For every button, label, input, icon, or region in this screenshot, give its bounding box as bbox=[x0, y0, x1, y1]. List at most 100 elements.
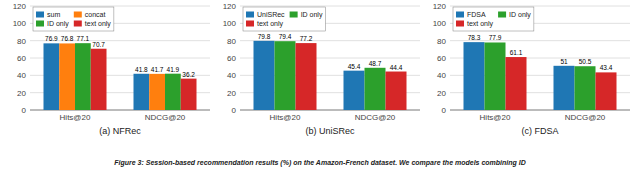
y-tick-label: 80 bbox=[227, 37, 236, 46]
bar bbox=[554, 66, 575, 110]
legend-swatch bbox=[246, 21, 254, 27]
y-tick-label: 40 bbox=[227, 71, 236, 80]
legend-label: FDSA bbox=[467, 11, 486, 18]
legend-swatch bbox=[246, 12, 254, 18]
bar bbox=[44, 43, 60, 110]
legend-item: ID only bbox=[36, 20, 69, 28]
bar bbox=[181, 79, 197, 110]
bars bbox=[254, 41, 407, 110]
data-label: 78.3 bbox=[468, 34, 481, 41]
data-label: 76.8 bbox=[61, 35, 74, 42]
data-label: 45.4 bbox=[348, 63, 361, 70]
subtitle: (a) NFRec bbox=[99, 126, 141, 136]
legend: sum concat ID only text only bbox=[33, 7, 114, 31]
y-tick-label: 80 bbox=[437, 37, 446, 46]
y-tick-label: 20 bbox=[437, 89, 446, 98]
legend-label: ID only bbox=[47, 20, 69, 28]
data-label: 36.2 bbox=[182, 71, 195, 78]
bar bbox=[506, 57, 527, 110]
data-label: 41.8 bbox=[135, 66, 148, 73]
legend-frame bbox=[33, 7, 114, 31]
y-tick-label: 100 bbox=[223, 19, 237, 28]
y-tick-label: 80 bbox=[17, 37, 26, 46]
panel: 02040608010012076.941.876.841.777.141.97… bbox=[13, 2, 210, 136]
y-tick-label: 60 bbox=[227, 54, 236, 63]
bar bbox=[75, 43, 91, 110]
subtitle: (c) FDSA bbox=[522, 126, 559, 136]
legend-label: UniSRec bbox=[257, 11, 285, 18]
bar bbox=[91, 49, 107, 110]
legend-swatch bbox=[36, 21, 44, 27]
legend-frame bbox=[453, 7, 534, 31]
legend-label: text only bbox=[85, 20, 112, 28]
data-label: 76.9 bbox=[45, 35, 58, 42]
legend: UniSRec ID only text only bbox=[243, 7, 325, 31]
data-label: 51 bbox=[560, 58, 568, 65]
figure: 02040608010012076.941.876.841.777.141.97… bbox=[0, 0, 640, 169]
data-label: 79.8 bbox=[258, 33, 271, 40]
data-label: 77.9 bbox=[489, 34, 502, 41]
y-tick-label: 100 bbox=[13, 19, 27, 28]
grid-line bbox=[30, 6, 210, 7]
y-tick-label: 0 bbox=[442, 106, 447, 115]
legend-item: UniSRec bbox=[246, 11, 285, 18]
x-tick-label: NDCG@20 bbox=[145, 113, 186, 122]
legend: FDSA ID only text only bbox=[453, 7, 534, 31]
bar bbox=[596, 72, 617, 110]
data-label: 48.7 bbox=[369, 60, 382, 67]
bar bbox=[365, 68, 386, 110]
legend-label: text only bbox=[467, 20, 494, 28]
legend-item: ID only bbox=[498, 11, 531, 19]
bars bbox=[44, 43, 197, 110]
legend-swatch bbox=[36, 12, 44, 18]
x-tick-label: NDCG@20 bbox=[565, 113, 606, 122]
bar bbox=[165, 74, 181, 110]
legend-item: FDSA bbox=[456, 11, 486, 18]
legend-label: ID only bbox=[301, 11, 323, 19]
bar bbox=[344, 71, 365, 110]
panel: 02040608010012079.845.479.448.777.244.4H… bbox=[223, 2, 420, 136]
x-tick-label: Hits@20 bbox=[270, 113, 301, 122]
legend-swatch bbox=[456, 12, 464, 18]
legend-swatch bbox=[456, 21, 464, 27]
legend-label: sum bbox=[47, 11, 60, 18]
bar bbox=[275, 41, 296, 110]
data-labels: 78.35177.950.561.143.4 bbox=[468, 34, 613, 71]
caption: Figure 3: Session-based recommendation r… bbox=[114, 159, 526, 167]
data-label: 41.7 bbox=[151, 66, 164, 73]
data-label: 41.9 bbox=[167, 66, 180, 73]
legend-swatch bbox=[290, 12, 298, 18]
y-tick-label: 60 bbox=[437, 54, 446, 63]
data-label: 61.1 bbox=[510, 49, 523, 56]
legend-item: text only bbox=[74, 20, 112, 28]
x-tick-label: NDCG@20 bbox=[355, 113, 396, 122]
data-label: 70.7 bbox=[92, 41, 105, 48]
legend-label: concat bbox=[85, 11, 106, 18]
y-tick-label: 100 bbox=[433, 19, 447, 28]
subtitle: (b) UniSRec bbox=[305, 126, 355, 136]
bar bbox=[464, 42, 485, 110]
y-tick-label: 40 bbox=[17, 71, 26, 80]
legend-item: text only bbox=[246, 20, 284, 28]
bar bbox=[386, 72, 407, 110]
bar bbox=[59, 43, 75, 110]
bars bbox=[464, 42, 617, 110]
y-tick-label: 120 bbox=[433, 2, 447, 11]
bar bbox=[296, 43, 317, 110]
legend-item: text only bbox=[456, 20, 494, 28]
data-label: 77.2 bbox=[300, 35, 313, 42]
y-tick-label: 20 bbox=[227, 89, 236, 98]
x-tick-label: Hits@20 bbox=[480, 113, 511, 122]
bar bbox=[134, 74, 150, 110]
data-label: 44.4 bbox=[390, 64, 403, 71]
x-tick-label: Hits@20 bbox=[60, 113, 91, 122]
y-tick-label: 0 bbox=[232, 106, 237, 115]
bar bbox=[485, 42, 506, 110]
data-labels: 76.941.876.841.777.141.970.736.2 bbox=[45, 35, 195, 77]
legend-item: concat bbox=[74, 11, 106, 18]
data-labels: 79.845.479.448.777.244.4 bbox=[258, 33, 403, 71]
y-tick-label: 20 bbox=[17, 89, 26, 98]
panel: 02040608010012078.35177.950.561.143.4Hit… bbox=[433, 2, 630, 136]
legend-label: text only bbox=[257, 20, 284, 28]
legend-swatch bbox=[74, 21, 82, 27]
